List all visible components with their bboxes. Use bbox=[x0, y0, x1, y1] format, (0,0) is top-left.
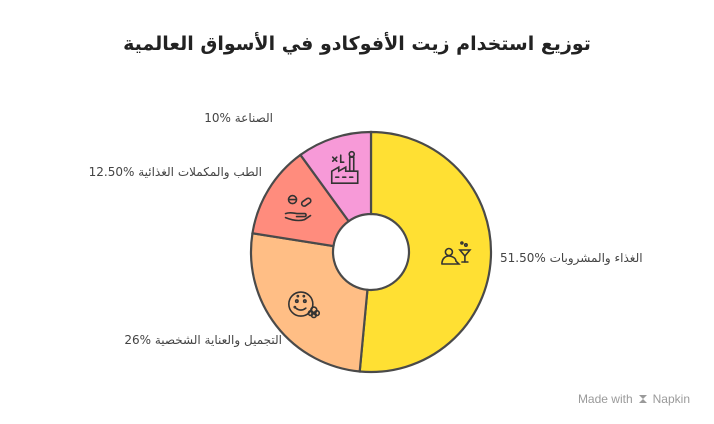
slice-value-3: 12.50% bbox=[89, 165, 139, 179]
slice-category-1: الغذاء والمشروبات bbox=[550, 251, 643, 266]
slice-category-3: الطب والمكملات الغذائية bbox=[138, 165, 262, 180]
slice-value-1: 51.50% bbox=[500, 251, 550, 265]
watermark-brand: Napkin bbox=[652, 392, 690, 406]
slice-value-4: 10% bbox=[204, 111, 235, 125]
slice-label-2: 26% التجميل والعناية الشخصية bbox=[124, 333, 282, 348]
watermark-prefix: Made with bbox=[577, 392, 633, 406]
pie-slices bbox=[249, 130, 493, 374]
food-drink-icon bbox=[441, 241, 472, 265]
slice-category-4: الصناعة bbox=[235, 111, 273, 125]
slice-category-2: التجميل والعناية الشخصية bbox=[155, 333, 282, 348]
napkin-watermark: Made with Napkin bbox=[578, 392, 690, 406]
slice-value-2: 26% bbox=[124, 333, 155, 347]
slice-label-3: 12.50% الطب والمكملات الغذائية bbox=[89, 165, 262, 180]
face-care-icon bbox=[288, 291, 321, 319]
slice-labels: 51.50% الغذاء والمشروبات 26% التجميل والع… bbox=[89, 111, 643, 348]
chart-title: توزيع استخدام زيت الأفوكادو في الأسواق ا… bbox=[123, 32, 591, 55]
pie-slice-1 bbox=[358, 130, 493, 374]
factory-icon bbox=[330, 150, 359, 184]
slice-icons bbox=[284, 150, 472, 319]
slice-label-4: 10% الصناعة bbox=[204, 111, 273, 125]
pie-slice-2 bbox=[249, 231, 369, 373]
napkin-logo-icon bbox=[638, 395, 647, 403]
medicine-hand-icon bbox=[284, 194, 312, 222]
pie-slice-3 bbox=[251, 153, 351, 248]
slice-label-1: 51.50% الغذاء والمشروبات bbox=[500, 251, 643, 266]
